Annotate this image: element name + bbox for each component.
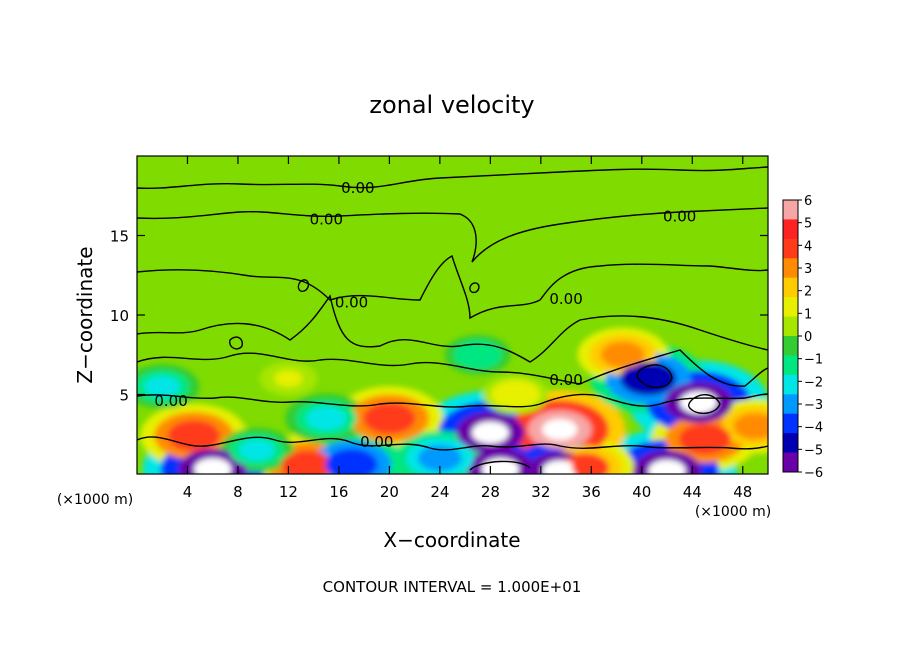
colorbar-swatch [783, 433, 798, 454]
x-tick-label: 8 [233, 483, 243, 501]
y-axis: 5 10 15 [110, 228, 768, 405]
contour-line [137, 207, 768, 263]
heatmap-core [679, 391, 718, 414]
heatmap-field [137, 327, 768, 474]
contour-lines [137, 166, 768, 471]
colorbar-swatch [783, 238, 798, 259]
y-axis-label: Z−coordinate [73, 246, 97, 383]
contour-line [137, 349, 768, 387]
heatmap-core [337, 455, 366, 474]
heatmap-core [610, 347, 635, 363]
x-tick-label: 12 [279, 483, 298, 501]
heatmap-core [293, 457, 322, 474]
heatmap-core [571, 459, 599, 474]
x-tick-label: 28 [481, 483, 500, 501]
colorbar-tick-label: 4 [804, 239, 812, 254]
x-tick-label: 48 [733, 483, 752, 501]
heatmap-core [690, 430, 720, 448]
heatmap-core [179, 427, 209, 445]
colorbar-swatch [783, 394, 798, 415]
heatmap-core [632, 369, 664, 388]
contour-line [297, 279, 310, 292]
colorbar-swatch [783, 297, 798, 318]
contour-interval-note: CONTOUR INTERVAL = 1.000E+01 [323, 578, 582, 596]
x-tick-label: 36 [582, 483, 601, 501]
colorbar-swatch [783, 258, 798, 279]
heatmap-core [194, 458, 232, 474]
colorbar-swatch [783, 277, 798, 298]
contour-label: 0.00 [663, 207, 696, 225]
colorbar-tick-label: 5 [804, 217, 812, 232]
colorbar-swatch [783, 452, 798, 473]
contour-label: 0.00 [341, 179, 374, 197]
heatmap-core [506, 389, 525, 400]
heatmap-core [468, 349, 487, 361]
plot-area: 0.00 0.00 0.00 0.00 0.00 0.00 0.00 0.00 [137, 156, 768, 474]
contour-line [229, 336, 244, 350]
colorbar-tick-label: −1 [804, 353, 823, 368]
x-tick-label: 32 [531, 483, 550, 501]
x-tick-label: 40 [632, 483, 651, 501]
colorbar-tick-label: −4 [804, 421, 823, 436]
colorbar-tick-label: −5 [804, 443, 823, 458]
colorbar-tick-label: 0 [804, 330, 812, 345]
contour-label: 0.00 [549, 290, 582, 308]
colorbar-swatch [783, 355, 798, 376]
colorbar-tick-label: 6 [804, 194, 812, 209]
contour-label: 0.00 [310, 211, 343, 229]
x-tick-label: 16 [329, 483, 348, 501]
chart-title: zonal velocity [369, 91, 534, 119]
x-tick-label: 44 [683, 483, 702, 501]
heatmap-core [648, 459, 686, 474]
heatmap-core [152, 380, 173, 393]
colorbar-tick-label: −6 [804, 466, 823, 481]
x-axis-label: X−coordinate [383, 528, 520, 552]
contour-label: 0.00 [335, 293, 368, 311]
contour-label: 0.00 [154, 392, 187, 410]
contour-labels: 0.00 0.00 0.00 0.00 0.00 0.00 0.00 0.00 [154, 179, 696, 451]
colorbar-tick-label: −3 [804, 398, 823, 413]
contour-line [636, 364, 673, 389]
contour-line [137, 166, 768, 190]
colorbar-swatch [783, 374, 798, 395]
colorbar-tick-label: −2 [804, 375, 823, 390]
x-axis: 4 8 12 16 20 24 28 32 36 40 44 48 [183, 156, 752, 501]
heatmap-core [246, 444, 267, 457]
contour-line [469, 282, 480, 294]
y-tick-label: 10 [110, 307, 129, 325]
heatmap-core [542, 418, 578, 441]
x-tick-label: 4 [183, 483, 193, 501]
colorbar-swatch [783, 219, 798, 240]
colorbar-tick-label: 1 [804, 307, 812, 322]
contour-line [137, 294, 768, 363]
contour-line [137, 255, 768, 320]
heatmap-core [427, 450, 452, 466]
colorbar-tick-label: 2 [804, 285, 812, 300]
x-tick-label: 20 [380, 483, 399, 501]
colorbar-swatch [783, 336, 798, 356]
contour-label: 0.00 [360, 433, 393, 451]
colorbar-swatch [783, 316, 798, 337]
colorbar-swatch [783, 200, 798, 220]
x-tick-label: 24 [430, 483, 449, 501]
colorbar-tick-label: 3 [804, 262, 812, 277]
colorbar: 6 5 4 3 2 1 0 −1 −2 −3 −4 −5 −6 [782, 194, 823, 481]
x-axis-unit: (×1000 m) [695, 504, 771, 520]
contour-line [469, 460, 531, 471]
y-tick-label: 15 [110, 228, 129, 246]
contour-line [137, 436, 768, 451]
colorbar-swatch [783, 413, 798, 434]
heatmap-core [743, 419, 768, 434]
heatmap-core [315, 411, 338, 425]
contour-line [137, 393, 768, 408]
contour-label: 0.00 [549, 371, 582, 389]
heatmap-core [542, 460, 578, 474]
contour-line [688, 394, 721, 415]
heatmap-core [280, 373, 297, 384]
y-tick-label: 5 [119, 387, 129, 405]
heatmap-core [375, 409, 404, 427]
y-axis-unit: (×1000 m) [57, 492, 133, 508]
heatmap-core [471, 421, 510, 444]
